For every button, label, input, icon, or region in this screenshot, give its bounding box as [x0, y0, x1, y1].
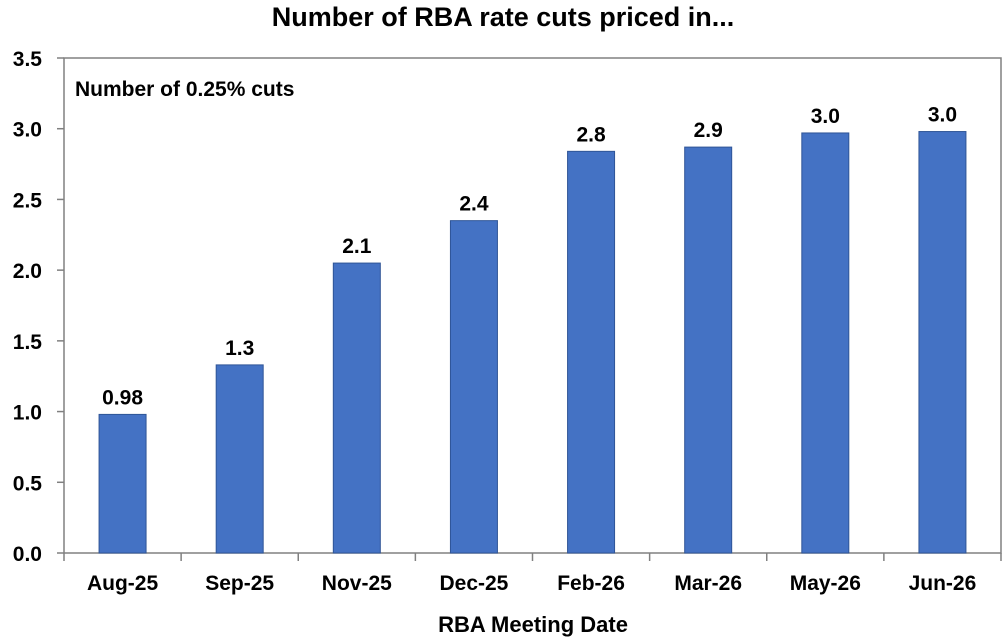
data-label: 0.98	[102, 386, 143, 409]
x-tick-label: Jun-26	[909, 572, 977, 595]
x-tick-label: Aug-25	[87, 572, 158, 595]
data-label: 1.3	[225, 337, 254, 360]
data-labels: 0.98 1.3 2.1 2.4 2.8 2.9 3.0 3.0	[102, 104, 957, 410]
chart-annotation: Number of 0.25% cuts	[75, 78, 294, 101]
x-tick-label: Feb-26	[557, 572, 625, 595]
y-tick-label: 3.5	[13, 48, 43, 71]
bar-jun-26	[918, 131, 967, 554]
y-tick-label: 1.0	[13, 402, 42, 425]
chart-title: Number of RBA rate cuts priced in...	[271, 2, 735, 32]
y-tick-label: 0.5	[13, 472, 43, 495]
x-axis-ticks: Aug-25 Sep-25 Nov-25 Dec-25 Feb-26 Mar-26 May-…	[63, 553, 1002, 595]
data-label: 2.4	[459, 193, 489, 216]
bar-mar-26	[684, 146, 733, 554]
plot-border	[63, 57, 1002, 554]
x-tick-label: Nov-25	[322, 572, 392, 595]
data-label: 2.1	[342, 235, 372, 258]
x-tick-label: Mar-26	[674, 572, 742, 595]
y-tick-label: 3.0	[13, 119, 42, 142]
data-label: 3.0	[811, 105, 840, 128]
y-tick-label: 1.5	[13, 331, 43, 354]
x-tick-label: Dec-25	[439, 572, 508, 595]
y-tick-label: 2.5	[13, 189, 43, 212]
plot-frame	[63, 57, 1002, 554]
data-label: 2.9	[694, 119, 723, 142]
bar-feb-26	[567, 150, 616, 554]
bar-dec-25	[449, 220, 498, 554]
bar-nov-25	[332, 262, 381, 554]
bars	[98, 131, 967, 554]
bar-may-26	[801, 132, 850, 554]
data-label: 2.8	[576, 123, 606, 146]
x-tick-label: Sep-25	[205, 572, 274, 595]
bar-aug-25	[98, 413, 147, 554]
y-tick-label: 0.0	[13, 543, 42, 566]
bar-sep-25	[215, 364, 264, 554]
data-label: 3.0	[928, 104, 957, 127]
y-tick-label: 2.0	[13, 260, 42, 283]
y-axis-ticks: 0.0 0.5 1.0 1.5 2.0 2.5 3.0 3.5	[13, 48, 64, 566]
x-tick-label: May-26	[790, 572, 861, 595]
x-axis-label: RBA Meeting Date	[438, 612, 628, 637]
